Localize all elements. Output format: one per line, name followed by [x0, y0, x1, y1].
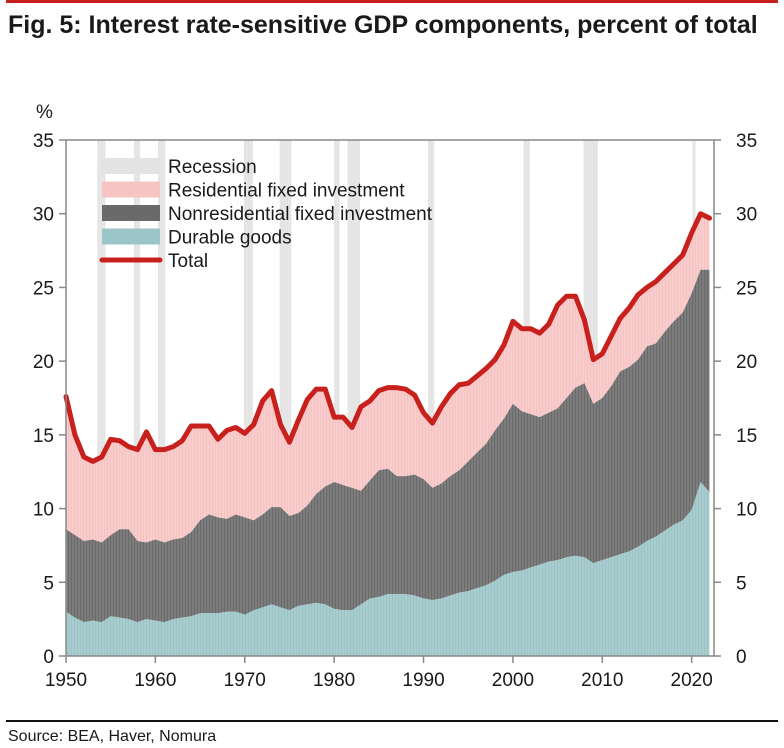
y-tick-label-left: 5	[43, 573, 54, 594]
x-tick-label: 2020	[671, 670, 713, 691]
legend-item-nonresidential: Nonresidential fixed investment	[102, 204, 433, 225]
x-tick-label: 1990	[402, 670, 444, 691]
y-tick-label-left: 30	[33, 205, 54, 226]
legend-swatch-residential	[102, 181, 160, 198]
y-tick-label-right: 25	[736, 278, 757, 299]
legend-swatch-durable	[102, 228, 160, 245]
recession-band	[427, 140, 435, 656]
bottom-rule	[6, 720, 778, 722]
legend-label-recession: Recession	[168, 157, 257, 178]
y-tick-label-right: 35	[736, 131, 757, 152]
legend-item-total: Total	[99, 251, 208, 272]
total-line-group	[63, 211, 713, 464]
x-tick-label: 1960	[134, 670, 176, 691]
y-tick-label-left: 25	[33, 278, 54, 299]
y-tick-label-left: 20	[33, 352, 54, 373]
legend-item-residential: Residential fixed investment	[102, 181, 405, 202]
nonresidential-area	[66, 269, 710, 623]
legend-label-nonresidential: Nonresidential fixed investment	[168, 204, 433, 225]
y-tick-label-left: 35	[33, 131, 54, 152]
total-line	[63, 211, 713, 464]
y-tick-label-right: 0	[736, 647, 747, 668]
x-tick-label: 2010	[581, 670, 623, 691]
legend-swatch-recession	[102, 158, 160, 174]
y-tick-label-left: 0	[43, 647, 54, 668]
recession-band	[243, 140, 253, 656]
y-tick-label-right: 20	[736, 352, 757, 373]
legend-swatch-nonresidential	[102, 205, 160, 221]
recession-band	[279, 140, 292, 656]
plot-frame	[65, 139, 715, 657]
legend-label-durable: Durable goods	[168, 228, 292, 249]
recession-band	[97, 140, 106, 656]
y-tick-label-right: 15	[736, 426, 757, 447]
y-axis-right: 0 5 10 15 20 25 30 35	[714, 131, 757, 668]
y-tick-label-right: 30	[736, 205, 757, 226]
legend-item-durable: Durable goods	[102, 228, 292, 249]
residential-area	[66, 213, 710, 543]
chart-title: Fig. 5: Interest rate-sensitive GDP comp…	[8, 11, 758, 39]
legend: Recession Residential fixed investmentNon…	[99, 157, 433, 272]
y-tick-label-left: 10	[33, 500, 54, 521]
source-note: Source: BEA, Haver, Nomura	[8, 728, 217, 745]
x-tick-label: 1980	[313, 670, 355, 691]
recession-bands	[97, 140, 696, 656]
legend-label-residential: Residential fixed investment	[168, 181, 405, 202]
x-tick-label: 2000	[492, 670, 534, 691]
x-tick-label: 1970	[224, 670, 266, 691]
y-axis-left: 0 5 10 15 20 25 30 35	[33, 131, 66, 668]
y-tick-label-right: 5	[736, 573, 747, 594]
legend-label-total: Total	[168, 251, 208, 272]
y-tick-label-right: 10	[736, 500, 757, 521]
legend-item-recession: Recession	[102, 157, 257, 178]
recession-band	[133, 140, 141, 656]
x-tick-label: 1950	[45, 670, 87, 691]
top-accent-rule	[6, 0, 778, 3]
stacked-areas	[66, 213, 710, 656]
y-axis-unit-label: %	[36, 102, 53, 123]
x-axis: 1950 1960 1970 1980 1990 2000 2010 2020	[45, 656, 713, 691]
y-tick-label-left: 15	[33, 426, 54, 447]
recession-band	[158, 140, 166, 656]
durable-goods-area	[66, 482, 710, 656]
recession-band	[334, 140, 340, 656]
